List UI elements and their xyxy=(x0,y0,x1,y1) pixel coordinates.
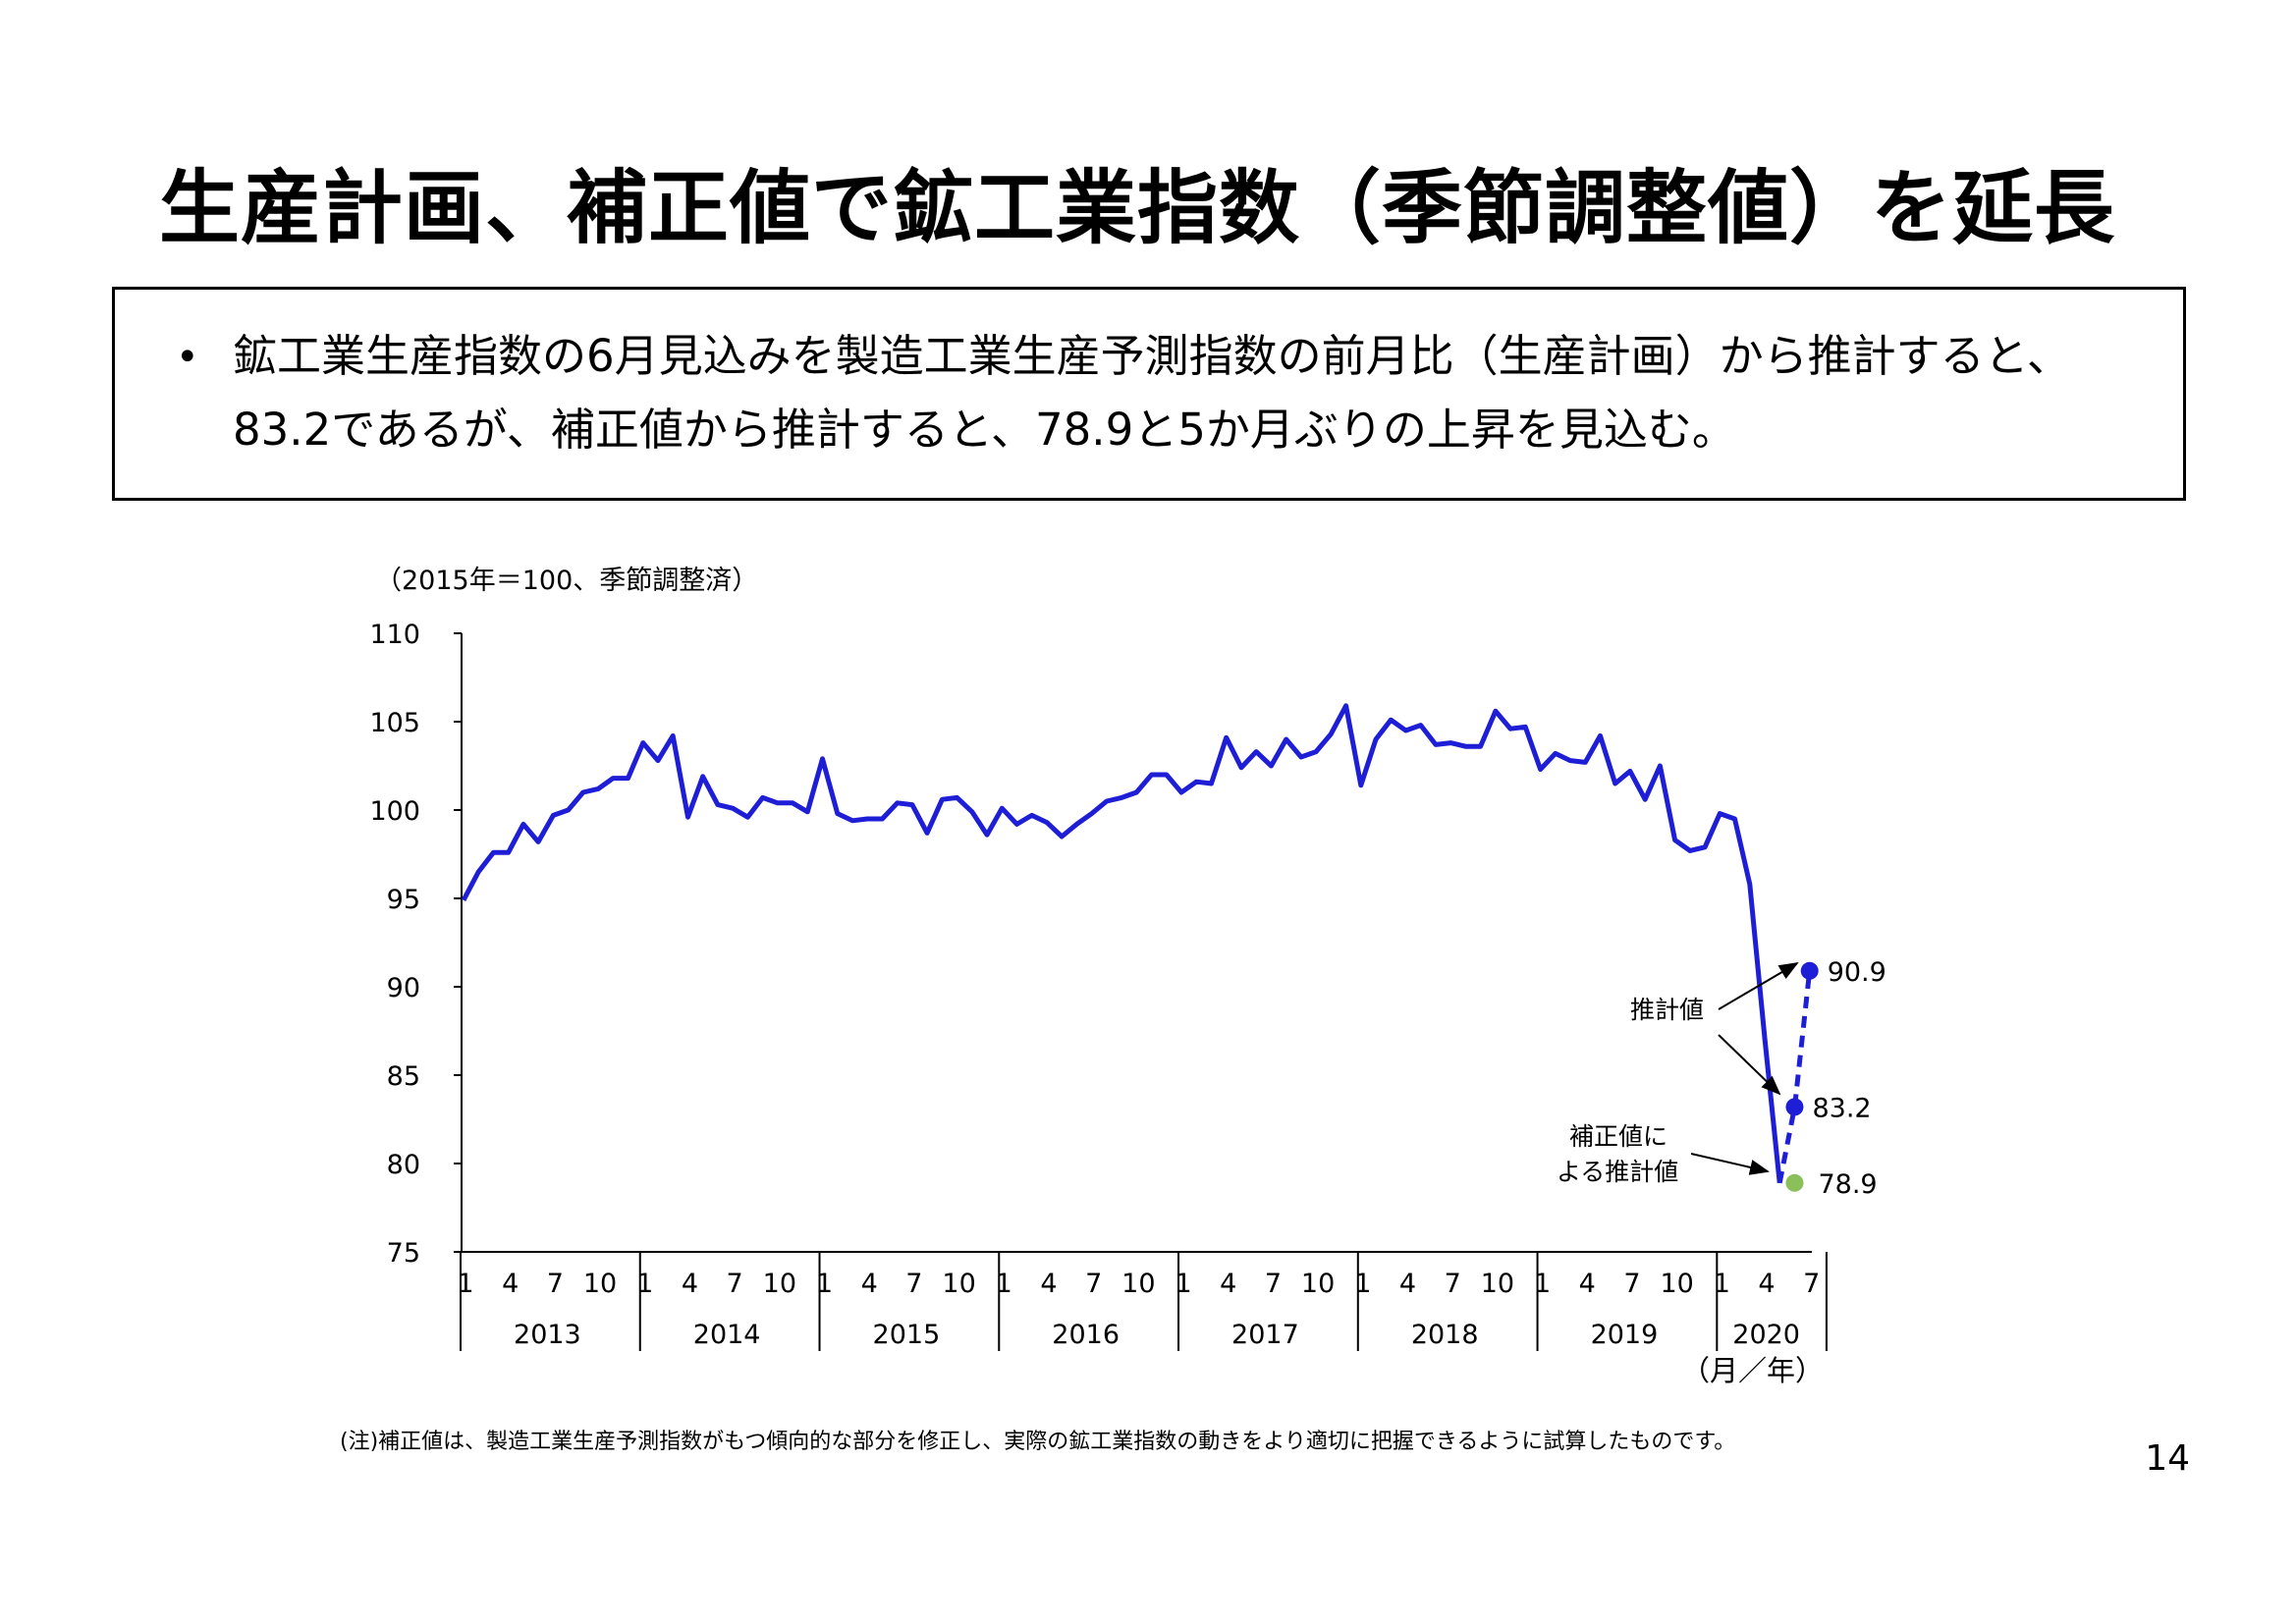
annotation-corrected-line2: よる推計値 xyxy=(1557,1158,1678,1186)
year-label: 2017 xyxy=(1231,1320,1299,1350)
annotation-arrow-up xyxy=(1718,961,1799,1010)
year-label: 2014 xyxy=(693,1320,761,1350)
month-tick-label: 10 xyxy=(1481,1269,1514,1299)
month-tick-label: 4 xyxy=(502,1269,519,1299)
month-tick-label: 4 xyxy=(682,1269,698,1299)
summary-text: 鉱工業生産指数の6月見込みを製造工業生産予測指数の前月比（生産計画）から推計する… xyxy=(233,330,2071,456)
summary-box: • 鉱工業生産指数の6月見込みを製造工業生産予測指数の前月比（生産計画）から推計… xyxy=(112,287,2186,501)
corrected-point xyxy=(1785,1173,1804,1192)
month-tick-label: 1 xyxy=(1714,1269,1730,1299)
month-tick-label: 1 xyxy=(636,1269,653,1299)
x-axis-label: （月／年） xyxy=(1681,1354,1824,1387)
month-tick-label: 4 xyxy=(861,1269,878,1299)
y-tick-label: 80 xyxy=(387,1150,420,1180)
month-tick-label: 7 xyxy=(1445,1269,1461,1299)
estimate-point xyxy=(1785,1098,1804,1116)
y-tick-label: 100 xyxy=(369,796,420,827)
month-tick-label: 4 xyxy=(1220,1269,1236,1299)
month-tick-label: 1 xyxy=(996,1269,1012,1299)
estimate-point xyxy=(1800,961,1819,980)
month-tick-label: 10 xyxy=(763,1269,796,1299)
year-label: 2018 xyxy=(1411,1320,1479,1350)
y-tick-label: 110 xyxy=(369,620,420,650)
index-line xyxy=(461,703,1782,1184)
month-tick-label: 1 xyxy=(816,1269,833,1299)
month-tick-label: 7 xyxy=(727,1269,743,1299)
month-tick-label: 4 xyxy=(1758,1269,1775,1299)
month-tick-label: 7 xyxy=(547,1269,564,1299)
month-tick-label: 1 xyxy=(457,1269,473,1299)
annotation-estimate: 推計値 xyxy=(1630,996,1704,1024)
estimate-dashed-line xyxy=(1777,970,1813,1184)
month-tick-label: 4 xyxy=(1040,1269,1057,1299)
corrected-data-label: 78.9 xyxy=(1818,1169,1877,1200)
month-tick-label: 1 xyxy=(1534,1269,1551,1299)
month-tick-label: 4 xyxy=(1579,1269,1596,1299)
y-tick-label: 95 xyxy=(387,885,420,915)
y-tick-label: 85 xyxy=(387,1061,420,1092)
month-tick-label: 4 xyxy=(1399,1269,1416,1299)
annotation-arrow-corrected xyxy=(1690,1153,1770,1175)
year-label: 2020 xyxy=(1732,1320,1800,1350)
year-label: 2015 xyxy=(873,1320,941,1350)
year-label: 2013 xyxy=(514,1320,581,1350)
y-tick-label: 105 xyxy=(369,708,420,738)
month-tick-label: 10 xyxy=(1660,1269,1693,1299)
month-tick-label: 7 xyxy=(1265,1269,1282,1299)
month-tick-label: 7 xyxy=(905,1269,922,1299)
month-tick-label: 7 xyxy=(1803,1269,1820,1299)
month-tick-label: 7 xyxy=(1085,1269,1102,1299)
month-tick-label: 10 xyxy=(942,1269,975,1299)
estimate-data-label: 90.9 xyxy=(1828,957,1886,988)
estimate-series: 83.2 90.9 78.9 xyxy=(1777,957,1886,1200)
unit-label: （2015年＝100、季節調整済） xyxy=(375,566,758,596)
annotation-arrow-down xyxy=(1718,1034,1781,1096)
month-tick-label: 10 xyxy=(583,1269,617,1299)
bullet-point: • xyxy=(176,335,199,380)
main-series xyxy=(461,703,1782,1184)
year-label: 2019 xyxy=(1591,1320,1659,1350)
y-axis-ticks: 110 105 100 95 90 85 80 75 xyxy=(369,620,462,1269)
chart-axes xyxy=(461,633,1812,1253)
month-tick-label: 1 xyxy=(1354,1269,1371,1299)
page-number: 14 xyxy=(2145,1438,2190,1479)
month-tick-label: 10 xyxy=(1301,1269,1335,1299)
estimate-data-label: 83.2 xyxy=(1812,1093,1871,1123)
month-tick-label: 1 xyxy=(1175,1269,1191,1299)
page-title: 生産計画、補正値で鉱工業指数（季節調整値）を延長 xyxy=(159,162,2116,255)
month-tick-label: 10 xyxy=(1121,1269,1155,1299)
month-tick-label: 7 xyxy=(1623,1269,1640,1299)
annotation-corrected-line1: 補正値に xyxy=(1569,1122,1667,1151)
footnote: (注)補正値は、製造工業生産予測指数がもつ傾向的な部分を修正し、実際の鉱工業指数… xyxy=(340,1430,1736,1454)
y-tick-label: 75 xyxy=(387,1238,420,1269)
y-tick-label: 90 xyxy=(387,973,420,1003)
year-label: 2016 xyxy=(1052,1320,1120,1350)
